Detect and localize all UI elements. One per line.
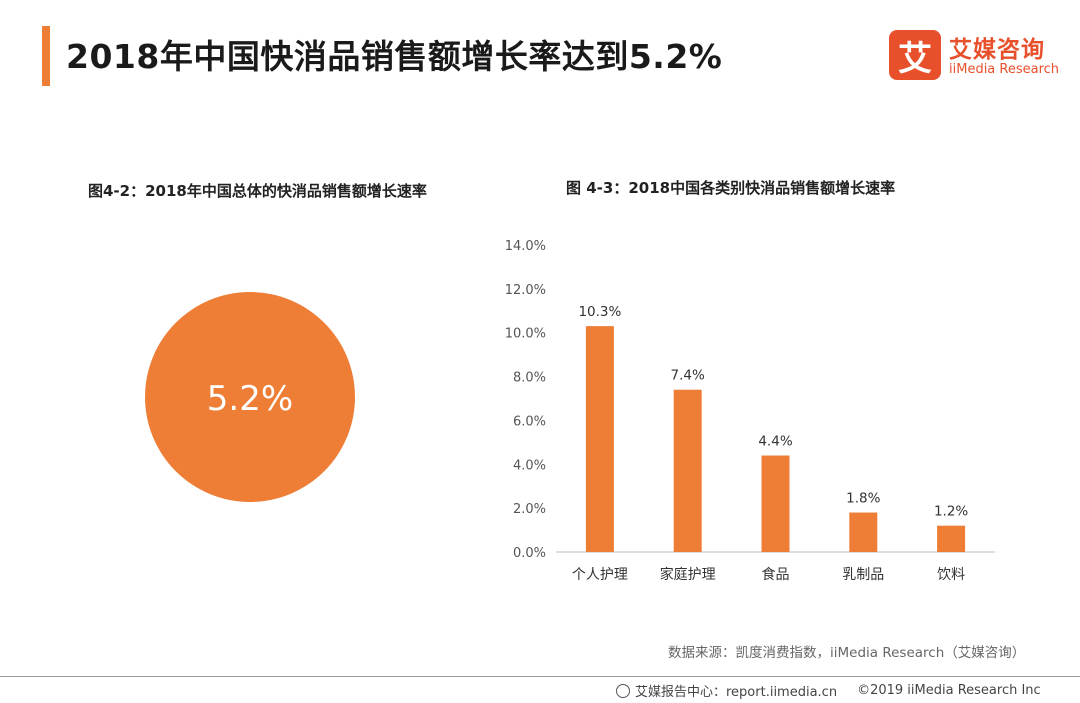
footer-copyright: ©2019 iiMedia Research Inc [857,683,1041,698]
x-category-label: 饮料 [937,567,965,583]
y-tick-label: 12.0% [505,283,546,298]
x-category-label: 个人护理 [572,567,628,583]
bar [937,525,966,552]
y-tick-label: 6.0% [513,414,546,429]
bar [673,389,702,552]
y-tick-label: 8.0% [513,371,546,386]
bar [585,326,614,552]
logo-name-en: iiMedia Research [949,62,1060,77]
bar-value-label: 1.2% [934,504,968,520]
bar-value-label: 1.8% [846,491,880,507]
iimedia-logo: 艾 艾媒咨询 iiMedia Research [889,30,1059,84]
footer-report-center[interactable]: 艾媒报告中心：report.iimedia.cn [635,685,838,700]
logo-mark-icon: 艾 [889,30,941,80]
pie-value-label: 5.2% [207,379,293,419]
logo-name-cn: 艾媒咨询 [949,37,1045,63]
globe-icon [616,683,630,698]
bar-value-label: 7.4% [671,368,705,384]
bar [761,455,790,552]
bar [849,512,878,552]
bar-value-label: 4.4% [758,434,792,450]
category-growth-bar-chart: 0.0% 2.0% 4.0% 6.0% 8.0% 10.0% 12.0% 14.0% 10.3%… [505,239,995,583]
footer-divider [0,676,1080,677]
y-tick-label: 10.0% [505,327,546,342]
pie-slice [145,292,355,502]
y-tick-label: 14.0% [505,239,546,254]
y-tick-label: 2.0% [513,502,546,517]
figure-4-2-title: 图4-2：2018年中国总体的快消品销售额增长速率 [88,182,427,200]
figure-4-3-title: 图 4-3：2018中国各类别快消品销售额增长速率 [566,179,896,197]
y-tick-label: 4.0% [513,458,546,473]
overall-growth-pie-chart: 5.2% [145,292,355,502]
x-category-label: 食品 [762,566,790,583]
y-tick-label: 0.0% [513,546,546,561]
x-category-label: 乳制品 [842,567,884,583]
x-category-label: 家庭护理 [660,566,716,583]
bar-value-label: 10.3% [578,304,621,320]
footer: 艾媒报告中心：report.iimedia.cn ©2019 iiMedia R… [616,681,1041,700]
data-source-note: 数据来源：凯度消费指数，iiMedia Research（艾媒咨询） [668,645,1026,661]
page-title: 2018年中国快消品销售额增长率达到5.2% [66,37,723,76]
title-accent-bar [42,26,50,86]
